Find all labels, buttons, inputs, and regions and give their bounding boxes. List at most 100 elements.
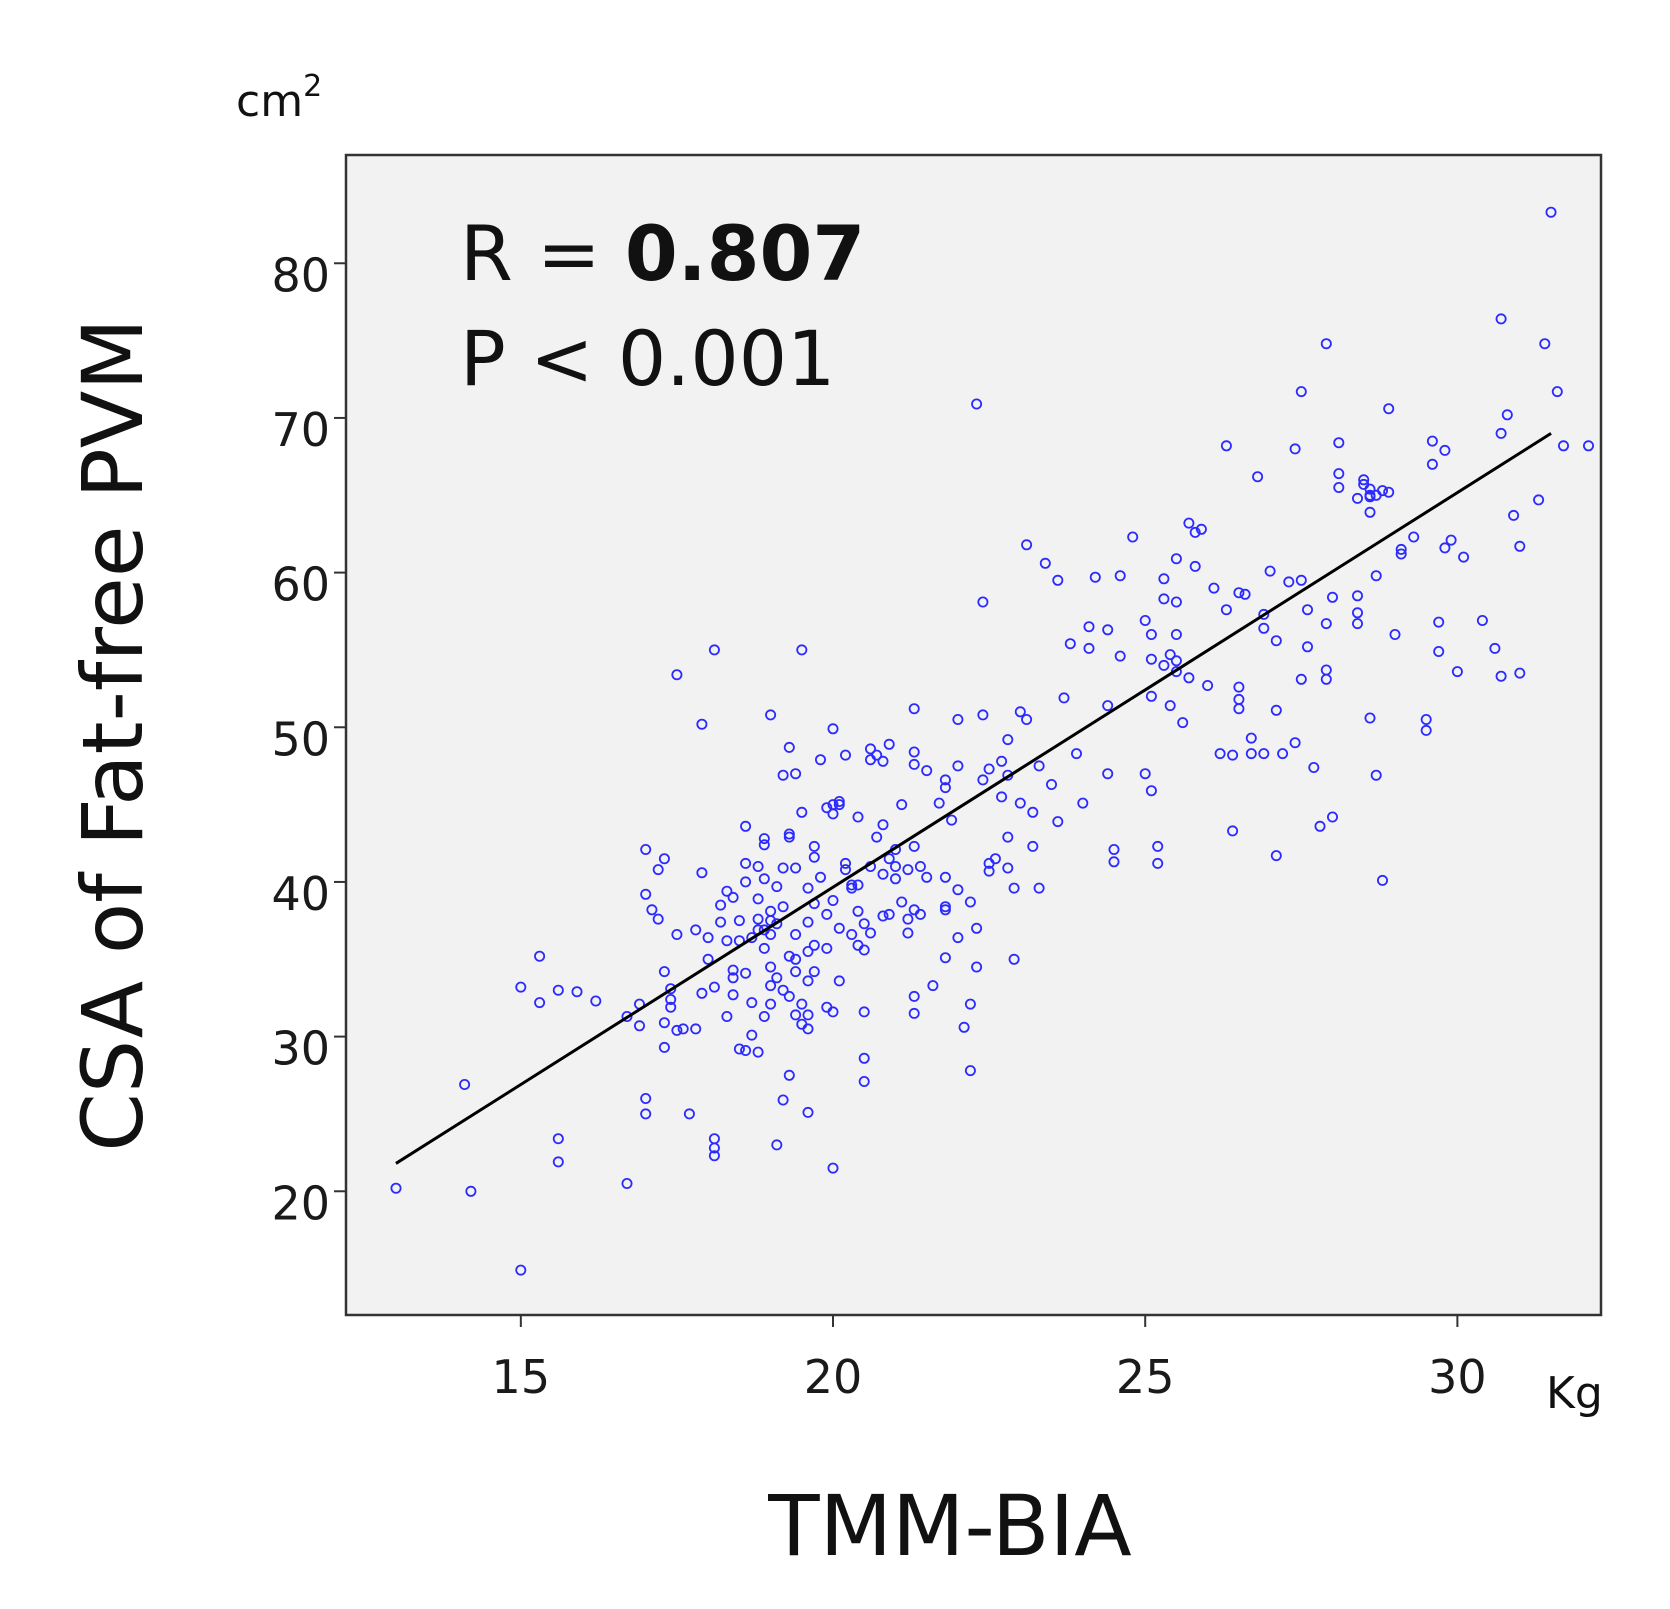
data-point [708, 1150, 720, 1162]
data-point [939, 904, 951, 916]
data-point [621, 1178, 633, 1190]
data-point [1545, 206, 1557, 218]
data-point [590, 995, 602, 1007]
data-point [977, 596, 989, 608]
data-point [515, 1264, 527, 1276]
data-point [752, 1046, 764, 1058]
data-point [1377, 874, 1389, 886]
data-point [796, 998, 808, 1010]
data-point [740, 1045, 752, 1057]
data-point [827, 1162, 839, 1174]
data-point [802, 1106, 814, 1118]
data-point [1370, 570, 1382, 582]
data-points [390, 206, 1595, 1276]
data-point [1264, 565, 1276, 577]
data-point [1314, 820, 1326, 832]
data-point [1283, 576, 1295, 588]
data-point [1333, 437, 1345, 449]
data-point [815, 754, 827, 766]
data-point [1252, 471, 1264, 483]
data-point [964, 998, 976, 1010]
data-point [683, 1108, 695, 1120]
x-axis-ticks: 15 20 25 30 [492, 1315, 1487, 1404]
data-point [908, 746, 920, 758]
data-point [796, 644, 808, 656]
y-tick-label: 70 [271, 403, 330, 457]
data-point [858, 1006, 870, 1018]
data-point [746, 932, 758, 944]
data-point [1189, 560, 1201, 572]
data-point [777, 862, 789, 874]
data-point [802, 975, 814, 987]
data-point [921, 765, 933, 777]
data-point [727, 964, 739, 976]
data-point [752, 913, 764, 925]
data-point [1052, 574, 1064, 586]
data-point [1533, 494, 1545, 506]
data-point [696, 867, 708, 879]
data-point [665, 1001, 677, 1013]
data-point [1395, 548, 1407, 560]
data-point [790, 862, 802, 874]
data-point [896, 799, 908, 811]
data-point [733, 915, 745, 927]
data-point [1270, 704, 1282, 716]
data-point [933, 797, 945, 809]
data-point [1364, 506, 1376, 518]
data-point [802, 916, 814, 928]
data-point [846, 879, 858, 891]
data-point [1558, 440, 1570, 452]
data-point [702, 932, 714, 944]
data-point [1445, 534, 1457, 546]
data-point [808, 840, 820, 852]
data-point [1058, 692, 1070, 704]
data-point [1177, 717, 1189, 729]
data-point [752, 893, 764, 905]
data-point [1102, 768, 1114, 780]
data-point [1108, 844, 1120, 856]
data-point [652, 913, 664, 925]
data-point [902, 913, 914, 925]
data-point [896, 896, 908, 908]
data-point [871, 749, 883, 761]
data-point [740, 967, 752, 979]
data-point [1145, 653, 1157, 665]
data-point [858, 1052, 870, 1064]
data-point [821, 942, 833, 954]
data-point [765, 998, 777, 1010]
data-point [671, 1024, 683, 1036]
data-point [1021, 714, 1033, 726]
data-point [808, 966, 820, 978]
data-point [865, 927, 877, 939]
data-point [790, 966, 802, 978]
data-point [858, 944, 870, 956]
x-axis-title: TMM-BIA [767, 1477, 1131, 1575]
data-point [783, 1069, 795, 1081]
data-point [1033, 882, 1045, 894]
data-point [1083, 621, 1095, 633]
data-point [727, 972, 739, 984]
y-unit-label: cm2 [236, 69, 322, 127]
data-point [771, 918, 783, 930]
data-point [833, 922, 845, 934]
data-point [1539, 338, 1551, 350]
data-point [790, 1009, 802, 1021]
y-tick-label: 30 [271, 1022, 330, 1076]
data-point [1439, 444, 1451, 456]
data-point [1064, 638, 1076, 650]
data-point [939, 782, 951, 794]
data-point [727, 989, 739, 1001]
data-point [833, 796, 845, 808]
data-point [1327, 591, 1339, 603]
data-point [758, 1011, 770, 1023]
data-point [1433, 616, 1445, 628]
data-point [890, 873, 902, 885]
data-point [1089, 571, 1101, 583]
data-point [1352, 492, 1364, 504]
data-point [621, 1011, 633, 1023]
data-point [1002, 862, 1014, 874]
data-point [958, 1021, 970, 1033]
data-point [1408, 531, 1420, 543]
data-point [552, 984, 564, 996]
data-point [1033, 760, 1045, 772]
